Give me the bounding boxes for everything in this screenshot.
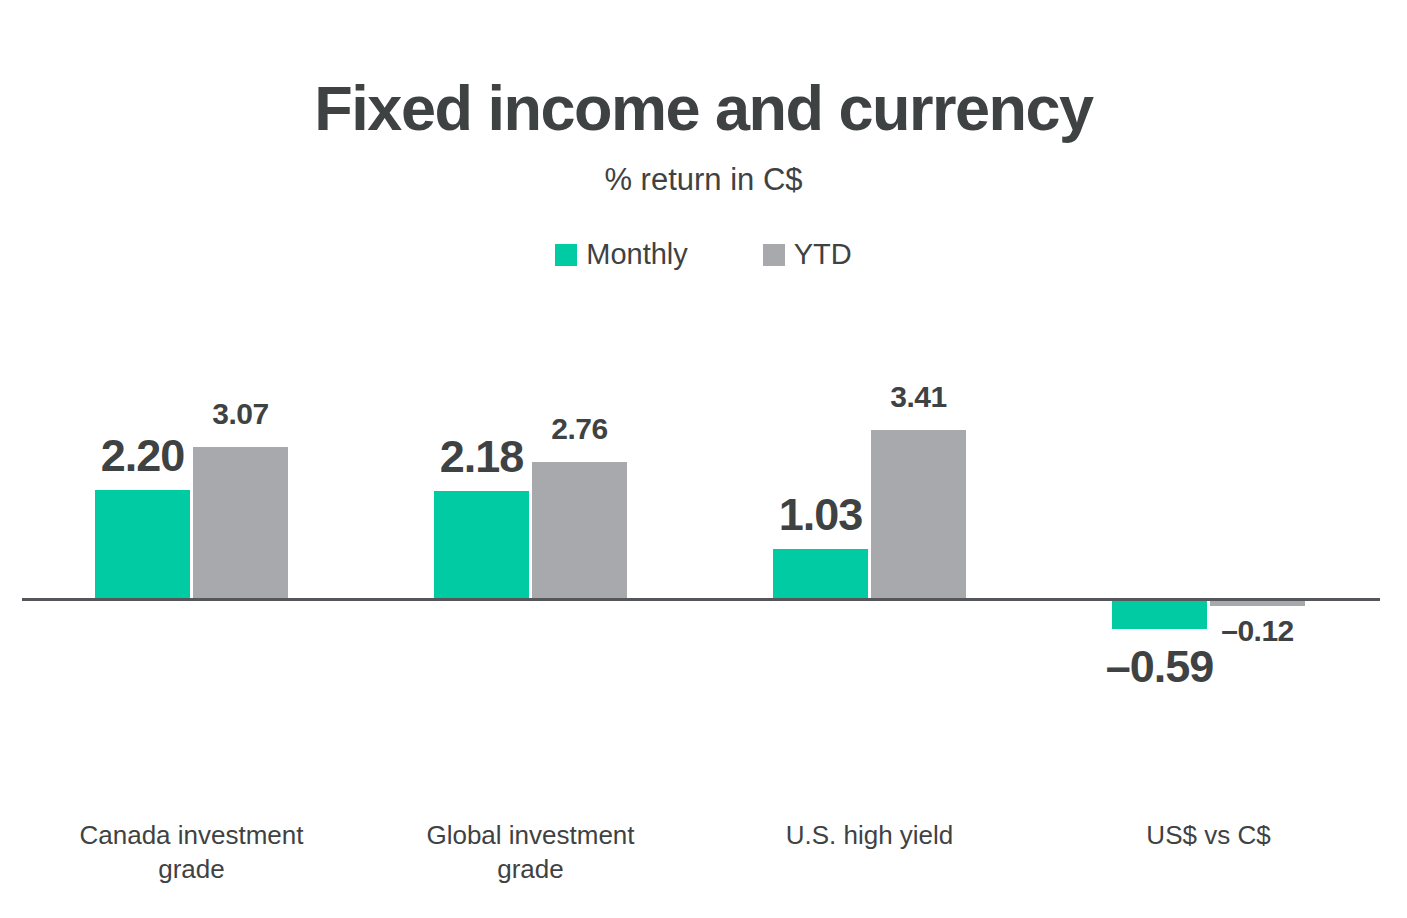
bar-monthly-0	[95, 490, 190, 600]
value-label-ytd-3: –0.12	[1178, 616, 1338, 646]
value-label-ytd-1: 2.76	[500, 414, 660, 444]
value-label-monthly-0: 2.20	[63, 433, 223, 478]
x-axis-label-0: Canada investment grade	[72, 818, 312, 886]
bar-monthly-2	[773, 549, 868, 600]
bar-monthly-1	[434, 491, 529, 600]
x-axis-line	[22, 598, 1380, 601]
x-axis-label-3: US$ vs C$	[1089, 818, 1329, 852]
value-label-monthly-3: –0.59	[1080, 644, 1240, 689]
plot-area: 2.203.07Canada investment grade2.182.76G…	[0, 0, 1407, 918]
value-label-monthly-2: 1.03	[741, 492, 901, 537]
value-label-ytd-2: 3.41	[839, 382, 999, 412]
x-axis-label-2: U.S. high yield	[750, 818, 990, 852]
x-axis-label-1: Global investment grade	[411, 818, 651, 886]
chart-page: Fixed income and currency % return in C$…	[0, 0, 1407, 918]
value-label-ytd-0: 3.07	[161, 399, 321, 429]
bar-ytd-1	[532, 462, 627, 600]
